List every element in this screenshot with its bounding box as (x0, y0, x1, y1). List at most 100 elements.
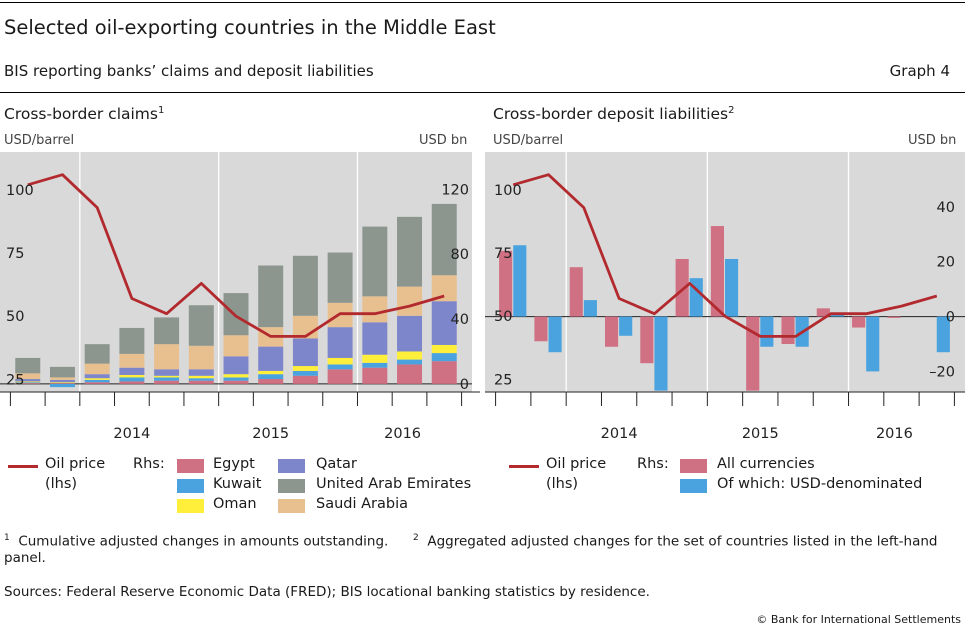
bar-qatar (397, 315, 423, 352)
rhs-tick-label: 40 (451, 312, 469, 328)
x-year-label: 2014 (113, 426, 150, 442)
bar-of-which-usd-denominated (619, 316, 633, 336)
x-year-label: 2015 (742, 426, 779, 442)
bar-egypt (362, 367, 388, 384)
left-panel-title: Cross-border claims1 (4, 105, 164, 123)
bar-all-currencies (746, 316, 760, 391)
bar-qatar (49, 379, 75, 383)
bar-kuwait (258, 374, 284, 380)
bar-saudi-arabia (15, 373, 41, 380)
bar-all-currencies (675, 258, 689, 317)
right-legend-oil-label: Oil price (546, 456, 607, 472)
bar-oman (15, 381, 41, 383)
bar-oman (119, 374, 145, 378)
right-lhs-unit: USD/barrel (493, 133, 564, 148)
bar-qatar (327, 327, 353, 358)
bar-kuwait (15, 382, 41, 384)
bar-oman (431, 344, 457, 354)
left-rhs-unit: USD bn (419, 133, 468, 148)
footnote-1-mark: 1 (4, 533, 10, 543)
x-year-label: 2016 (876, 426, 913, 442)
bar-qatar (188, 369, 214, 376)
oil-price-line (27, 173, 445, 338)
bar-all-currencies (816, 308, 830, 317)
bar-oman (188, 375, 214, 379)
left-legend-oil-swatch (8, 465, 38, 468)
rhs-tick-label: 120 (441, 182, 469, 198)
bar-egypt (154, 380, 180, 384)
bar-oman (362, 354, 388, 363)
legend-all-currencies-label: All currencies (717, 456, 815, 472)
footnote-2-text: Aggregated adjusted changes for the set … (427, 533, 938, 550)
page-title: Selected oil-exporting countries in the … (4, 16, 496, 39)
right-panel-title: Cross-border deposit liabilities2 (493, 105, 735, 123)
rhs-tick-label: –20 (929, 364, 955, 380)
right-legend-rhs-label: Rhs: (637, 456, 669, 472)
lhs-tick-label: 50 (6, 309, 24, 325)
bar-kuwait (49, 383, 75, 388)
rhs-tick-label: 80 (451, 247, 469, 263)
legend-egypt-label: Egypt (213, 456, 255, 472)
bar-all-currencies (499, 250, 513, 317)
rhs-tick-label: 40 (937, 200, 955, 216)
bar-united-arab-emirates (84, 344, 110, 364)
x-year-label: 2015 (252, 426, 289, 442)
lhs-tick-label: 100 (494, 183, 522, 199)
legend-uae-label: United Arab Emirates (316, 476, 472, 492)
bar-all-currencies (887, 316, 901, 318)
bar-qatar (292, 338, 318, 367)
legend-qatar-label: Qatar (316, 456, 357, 472)
bar-egypt (292, 375, 318, 384)
legend-uae-swatch (278, 479, 305, 493)
bar-united-arab-emirates (362, 226, 388, 297)
footnote-1: 1 Cumulative adjusted changes in amounts… (4, 529, 388, 552)
bar-united-arab-emirates (223, 293, 249, 336)
bar-egypt (15, 383, 41, 384)
bar-qatar (119, 367, 145, 375)
bar-oman (49, 382, 75, 384)
x-year-label: 2014 (601, 426, 638, 442)
legend-saudi-swatch (278, 499, 305, 513)
bar-qatar (431, 301, 457, 345)
bar-of-which-usd-denominated (725, 258, 739, 317)
bar-united-arab-emirates (15, 357, 41, 374)
bar-all-currencies (781, 316, 795, 344)
graph-label: Graph 4 (889, 62, 950, 80)
legend-kuwait-label: Kuwait (213, 476, 262, 492)
legend-usd-swatch (680, 479, 707, 493)
oil-price-line (512, 173, 938, 338)
left-legend-rhs-label: Rhs: (133, 456, 165, 472)
bar-kuwait (327, 364, 353, 370)
bar-all-currencies (852, 316, 866, 328)
bar-kuwait (223, 377, 249, 381)
legend-kuwait-swatch (177, 479, 204, 493)
bar-saudi-arabia (119, 353, 145, 368)
bar-all-currencies (534, 316, 548, 342)
bar-qatar (223, 356, 249, 375)
bar-united-arab-emirates (292, 255, 318, 316)
bar-united-arab-emirates (154, 317, 180, 345)
bar-of-which-usd-denominated (760, 316, 774, 347)
footnote-2-cont: panel. (4, 550, 46, 566)
bar-saudi-arabia (49, 377, 75, 380)
bar-qatar (258, 346, 284, 371)
bar-oman (327, 357, 353, 365)
bar-of-which-usd-denominated (583, 300, 597, 317)
bar-saudi-arabia (188, 345, 214, 370)
bar-all-currencies (640, 316, 654, 364)
bar-egypt (258, 379, 284, 384)
bar-saudi-arabia (84, 363, 110, 375)
bar-egypt (327, 369, 353, 384)
bar-kuwait (188, 378, 214, 381)
lhs-tick-label: 25 (494, 372, 512, 388)
left-panel-title-note: 1 (158, 105, 165, 116)
legend-usd-label: Of which: USD-denominated (717, 476, 923, 492)
sources: Sources: Federal Reserve Economic Data (… (4, 584, 650, 600)
bar-saudi-arabia (362, 296, 388, 323)
right-legend-oil-label-2: (lhs) (546, 476, 579, 492)
rhs-tick-label: 0 (946, 310, 955, 326)
left-legend-oil-label-2: (lhs) (45, 476, 78, 492)
bar-kuwait (84, 379, 110, 383)
footnote-2-mark: 2 (413, 533, 419, 543)
bar-kuwait (292, 370, 318, 376)
